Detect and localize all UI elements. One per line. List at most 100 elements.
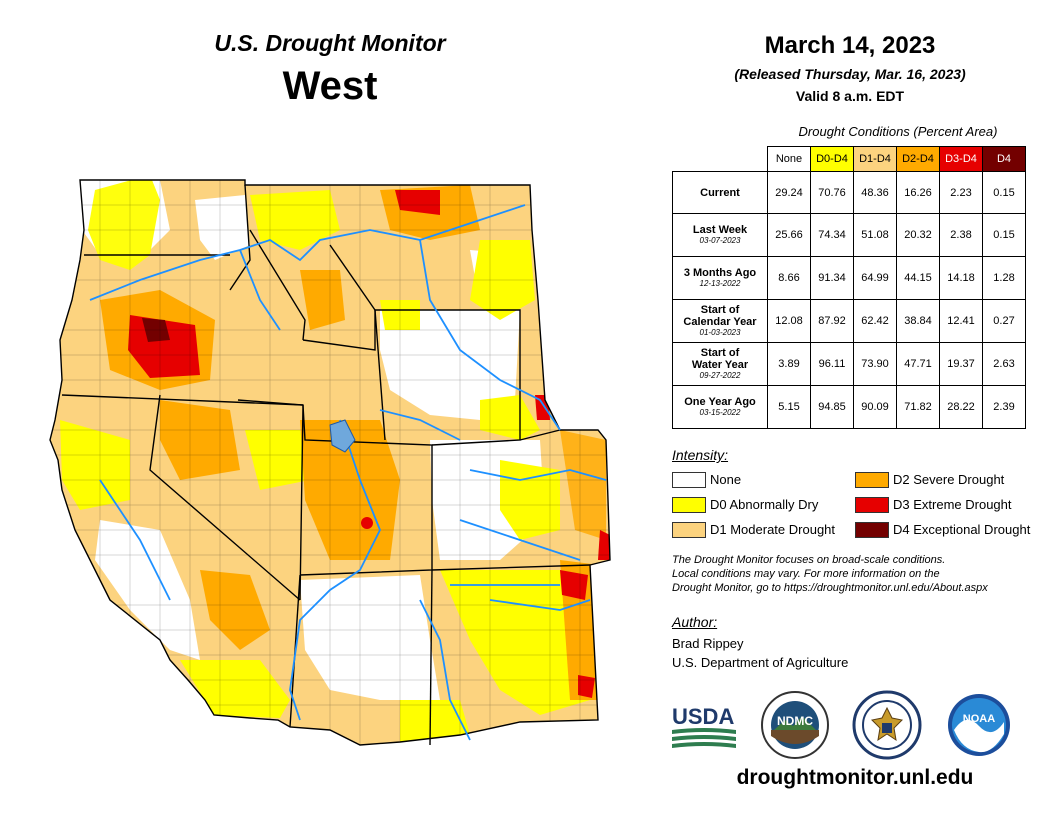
author-org: U.S. Department of Agriculture: [672, 655, 849, 670]
legend-label: D1 Moderate Drought: [710, 522, 836, 537]
drought-map: [49, 179, 611, 746]
legend-swatch: [672, 472, 706, 488]
table-cell: 94.85: [810, 385, 854, 429]
author-title: Author:: [672, 614, 718, 630]
legend-label: D0 Abnormally Dry: [710, 497, 819, 512]
legend-swatch: [672, 522, 706, 538]
legend-title: Intensity:: [672, 447, 729, 463]
table-caption: Drought Conditions (Percent Area): [798, 124, 998, 139]
doc-seal-icon[interactable]: [852, 690, 922, 760]
table-cell: 19.37: [939, 342, 983, 386]
legend-item: None: [672, 472, 862, 490]
table-cell: 25.66: [767, 213, 811, 257]
legend-label: D3 Extreme Drought: [893, 497, 1012, 512]
row-date: 01-03-2023: [699, 328, 741, 337]
table-row: Last Week 03-07-2023 25.66 74.34 51.08 20.32 2…: [672, 213, 1026, 257]
table-cell: 28.22: [939, 385, 983, 429]
legend-label: None: [710, 472, 742, 487]
table-row: One Year Ago 03-15-2022 5.15 94.85 90.09 71.8…: [672, 385, 1026, 429]
rivers: [89, 204, 607, 741]
table-cell: 3.89: [767, 342, 811, 386]
column-header: D1-D4: [853, 146, 897, 172]
legend-swatch: [855, 472, 889, 488]
table-cell: 2.23: [939, 171, 983, 214]
table-cell: 0.27: [982, 299, 1026, 343]
legend-swatch: [855, 497, 889, 513]
disclaimer-line: Local conditions may vary. For more info…: [672, 568, 940, 580]
table-body: Current 29.24 70.76 48.36 16.26 2.23 0.15 Last …: [672, 171, 1026, 429]
row-label: Start of Calendar Year 01-03-2023: [672, 299, 768, 343]
row-label: Start of Water Year 09-27-2022: [672, 342, 768, 386]
column-header: D4: [982, 146, 1026, 172]
row-label: One Year Ago 03-15-2022: [672, 385, 768, 429]
row-date: 09-27-2022: [699, 371, 741, 380]
table-cell: 5.15: [767, 385, 811, 429]
website-link[interactable]: droughtmonitor.unl.edu: [736, 766, 974, 789]
table-cell: 90.09: [853, 385, 897, 429]
map-date: March 14, 2023: [764, 32, 936, 59]
noaa-logo-icon[interactable]: NOAA: [946, 692, 1012, 758]
row-date: 12-13-2022: [699, 279, 741, 288]
table-cell: 1.28: [982, 256, 1026, 300]
table-cell: 62.42: [853, 299, 897, 343]
legend-item: D1 Moderate Drought: [672, 522, 862, 540]
row-date: 03-15-2022: [699, 408, 741, 417]
table-cell: 8.66: [767, 256, 811, 300]
table-cell: 14.18: [939, 256, 983, 300]
table-cell: 44.15: [896, 256, 940, 300]
county-lines: [50, 180, 610, 745]
author-name: Brad Rippey: [672, 636, 744, 651]
legend-item: D2 Severe Drought: [855, 472, 1045, 490]
noaa-logo-text: NOAA: [963, 713, 995, 725]
table-cell: 2.63: [982, 342, 1026, 386]
table-header-row: None D0-D4 D1-D4 D2-D4 D3-D4 D4: [673, 146, 1026, 172]
ndmc-logo-icon[interactable]: NDMC: [760, 690, 830, 760]
column-header: D2-D4: [896, 146, 940, 172]
drought-conditions-table: None D0-D4 D1-D4 D2-D4 D3-D4 D4 Current 2…: [672, 146, 1026, 429]
table-cell: 91.34: [810, 256, 854, 300]
drought-shading: [50, 180, 610, 745]
table-cell: 0.15: [982, 213, 1026, 257]
disclaimer-line[interactable]: Drought Monitor, go to https://droughtmo…: [672, 582, 988, 594]
column-header: D3-D4: [939, 146, 983, 172]
row-label: Current: [672, 171, 768, 214]
table-cell: 87.92: [810, 299, 854, 343]
table-cell: 48.36: [853, 171, 897, 214]
release-date: (Released Thursday, Mar. 16, 2023): [734, 66, 966, 82]
table-cell: 71.82: [896, 385, 940, 429]
table-cell: 29.24: [767, 171, 811, 214]
usda-logo-icon[interactable]: USDA: [672, 700, 736, 750]
legend-swatch: [672, 497, 706, 513]
column-header: None: [767, 146, 811, 172]
row-date: 03-07-2023: [699, 236, 741, 245]
table-row: Current 29.24 70.76 48.36 16.26 2.23 0.15: [672, 171, 1026, 214]
disclaimer-text: The Drought Monitor focuses on broad-sca…: [672, 553, 1042, 595]
table-cell: 96.11: [810, 342, 854, 386]
table-cell: 0.15: [982, 171, 1026, 214]
table-cell: 47.71: [896, 342, 940, 386]
table-cell: 70.76: [810, 171, 854, 214]
state-boundaries: [49, 179, 611, 746]
usda-logo-text: USDA: [672, 704, 734, 729]
legend-label: D4 Exceptional Drought: [893, 522, 1031, 537]
legend-label: D2 Severe Drought: [893, 472, 1005, 487]
table-cell: 20.32: [896, 213, 940, 257]
table-corner: [673, 147, 768, 172]
legend-item: D0 Abnormally Dry: [672, 497, 862, 515]
column-header: D0-D4: [810, 146, 854, 172]
row-label: 3 Months Ago 12-13-2022: [672, 256, 768, 300]
table-row: Start of Water Year 09-27-2022 3.89 96.11 73.…: [672, 342, 1026, 386]
table-cell: 12.08: [767, 299, 811, 343]
row-label: Last Week 03-07-2023: [672, 213, 768, 257]
table-cell: 16.26: [896, 171, 940, 214]
ndmc-logo-text: NDMC: [777, 714, 813, 728]
table-cell: 2.38: [939, 213, 983, 257]
region-title: West: [282, 64, 378, 108]
great-salt-lake: [329, 419, 356, 453]
table-cell: 2.39: [982, 385, 1026, 429]
table-row: Start of Calendar Year 01-03-2023 12.08 87.9…: [672, 299, 1026, 343]
table-cell: 51.08: [853, 213, 897, 257]
valid-time: Valid 8 a.m. EDT: [795, 88, 905, 104]
table-cell: 38.84: [896, 299, 940, 343]
disclaimer-line: The Drought Monitor focuses on broad-sca…: [672, 554, 946, 566]
